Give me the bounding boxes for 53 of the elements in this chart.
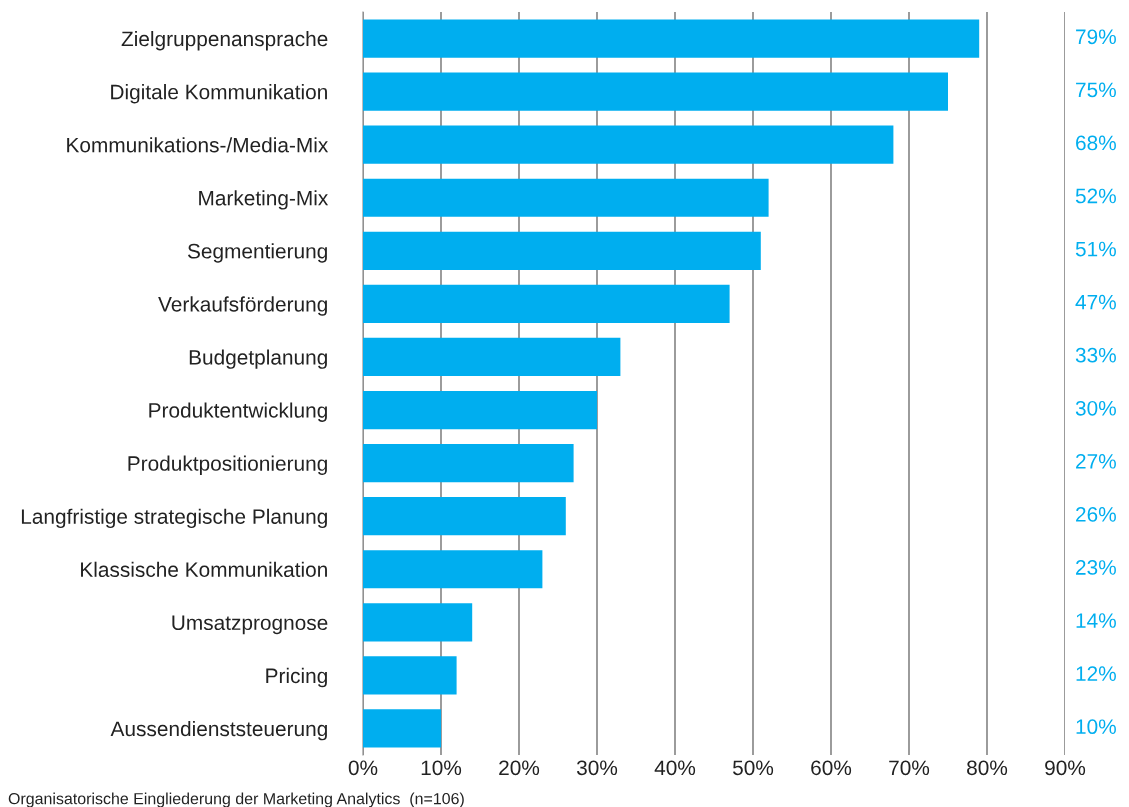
data-label: 52% <box>1075 188 1116 204</box>
data-label: 10% <box>1076 719 1116 735</box>
data-label: 51% <box>1075 241 1116 257</box>
data-label: 23% <box>1076 560 1116 575</box>
bar <box>363 709 441 748</box>
y-tick-label: Langfristige strategische Planung <box>21 508 327 529</box>
data-label: 12% <box>1076 666 1116 681</box>
x-tick-label: 60% <box>811 760 852 776</box>
bar <box>363 656 457 695</box>
y-tick-label: Zielgruppenansprache <box>121 30 328 51</box>
y-tick-label: Produktpositionierung <box>128 455 327 475</box>
bar <box>363 603 473 642</box>
y-tick-label: Verkaufsförderung <box>158 296 327 316</box>
x-tick-label: 0% <box>348 760 378 776</box>
bar <box>363 72 948 111</box>
y-tick-label: Aussendienststeuerung <box>110 720 327 741</box>
data-label: 14% <box>1076 613 1116 628</box>
x-tick-label: 50% <box>732 760 774 776</box>
x-tick-label: 70% <box>889 760 930 776</box>
data-label: 68% <box>1076 135 1116 151</box>
data-label: 26% <box>1076 507 1116 522</box>
y-tick-label: Umsatzprognose <box>172 615 328 635</box>
y-tick-label: Budgetplanung <box>189 349 327 369</box>
data-label: 33% <box>1075 347 1116 363</box>
bar <box>363 550 543 589</box>
bar <box>363 231 761 270</box>
bar <box>363 19 980 58</box>
data-label: 79% <box>1076 29 1116 45</box>
bar <box>363 178 769 217</box>
x-tick-label: 20% <box>499 760 540 776</box>
bar <box>363 497 566 536</box>
data-label: 30% <box>1075 400 1116 416</box>
y-tick-label: Klassische Kommunikation <box>81 561 327 577</box>
data-label: 47% <box>1075 294 1116 310</box>
bar <box>363 444 574 483</box>
x-tick-label: 80% <box>967 760 1008 776</box>
y-tick-label: Segmentierung <box>187 243 327 263</box>
bar <box>363 337 621 377</box>
x-tick-label: 90% <box>1045 760 1086 776</box>
x-tick-label: 30% <box>576 760 618 776</box>
y-tick-label: Digitale Kommunikation <box>111 84 327 104</box>
bar <box>363 125 894 164</box>
bar <box>363 284 730 323</box>
bar <box>363 390 597 430</box>
y-tick-label: Pricing <box>266 667 327 688</box>
data-label: 27% <box>1076 453 1116 469</box>
x-tick-label: 10% <box>421 760 462 776</box>
x-tick-label: 40% <box>654 760 696 776</box>
y-tick-label: Produktentwicklung <box>149 402 327 422</box>
y-tick-label: Kommunikations-/Media-Mix <box>67 137 329 153</box>
text: Organisatorische Eingliederung der Marketing Analytics (n=106) <box>8 792 464 807</box>
data-label: 75% <box>1076 82 1116 98</box>
y-tick-label: Marketing-Mix <box>199 190 329 210</box>
